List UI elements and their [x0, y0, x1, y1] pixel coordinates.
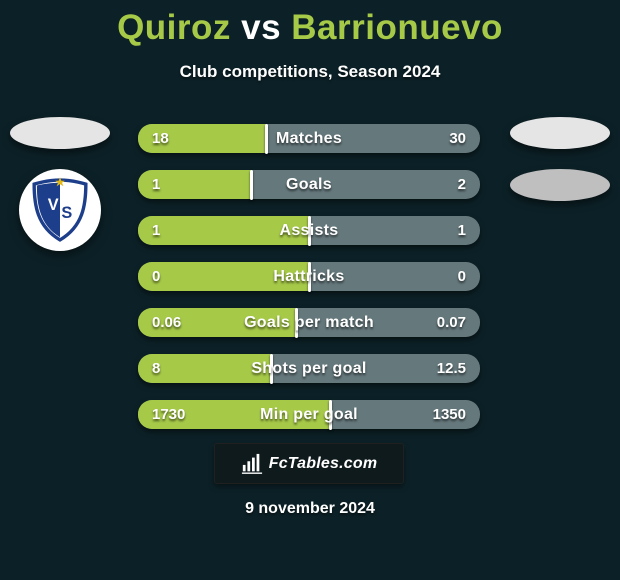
svg-text:V: V	[48, 196, 59, 214]
stat-row: 11Assists	[138, 216, 480, 245]
player1-photo-placeholder	[10, 117, 110, 149]
stat-row: 12Goals	[138, 170, 480, 199]
player2-name: Barrionuevo	[291, 8, 503, 47]
stat-label: Min per goal	[138, 400, 480, 429]
comparison-infographic: Quiroz vs Barrionuevo Club competitions,…	[0, 0, 620, 580]
svg-text:S: S	[61, 204, 72, 222]
stat-label: Matches	[138, 124, 480, 153]
player2-team-placeholder	[510, 169, 610, 201]
stat-label: Hattricks	[138, 262, 480, 291]
stat-row: 17301350Min per goal	[138, 400, 480, 429]
stat-row: 0.060.07Goals per match	[138, 308, 480, 337]
chart-bars-icon	[241, 453, 263, 475]
stat-row: 1830Matches	[138, 124, 480, 153]
stat-label: Assists	[138, 216, 480, 245]
stat-label: Shots per goal	[138, 354, 480, 383]
stats-bar-stack: 1830Matches 12Goals 11Assists 00Hattricks 0.…	[138, 124, 480, 429]
stat-row: 812.5Shots per goal	[138, 354, 480, 383]
shield-icon: V S	[26, 176, 94, 244]
player1-team-crest: V S	[19, 169, 101, 251]
page-title: Quiroz vs Barrionuevo	[0, 0, 620, 48]
stat-label: Goals	[138, 170, 480, 199]
left-player-column: V S	[0, 117, 120, 251]
vs-text: vs	[231, 8, 291, 47]
stat-label: Goals per match	[138, 308, 480, 337]
right-player-column	[500, 117, 620, 201]
branding-text: FcTables.com	[269, 455, 378, 473]
player2-photo-placeholder	[510, 117, 610, 149]
subtitle: Club competitions, Season 2024	[0, 62, 620, 82]
player1-name: Quiroz	[117, 8, 231, 47]
branding-box: FcTables.com	[214, 443, 404, 484]
date-label: 9 november 2024	[0, 500, 620, 518]
stat-row: 00Hattricks	[138, 262, 480, 291]
